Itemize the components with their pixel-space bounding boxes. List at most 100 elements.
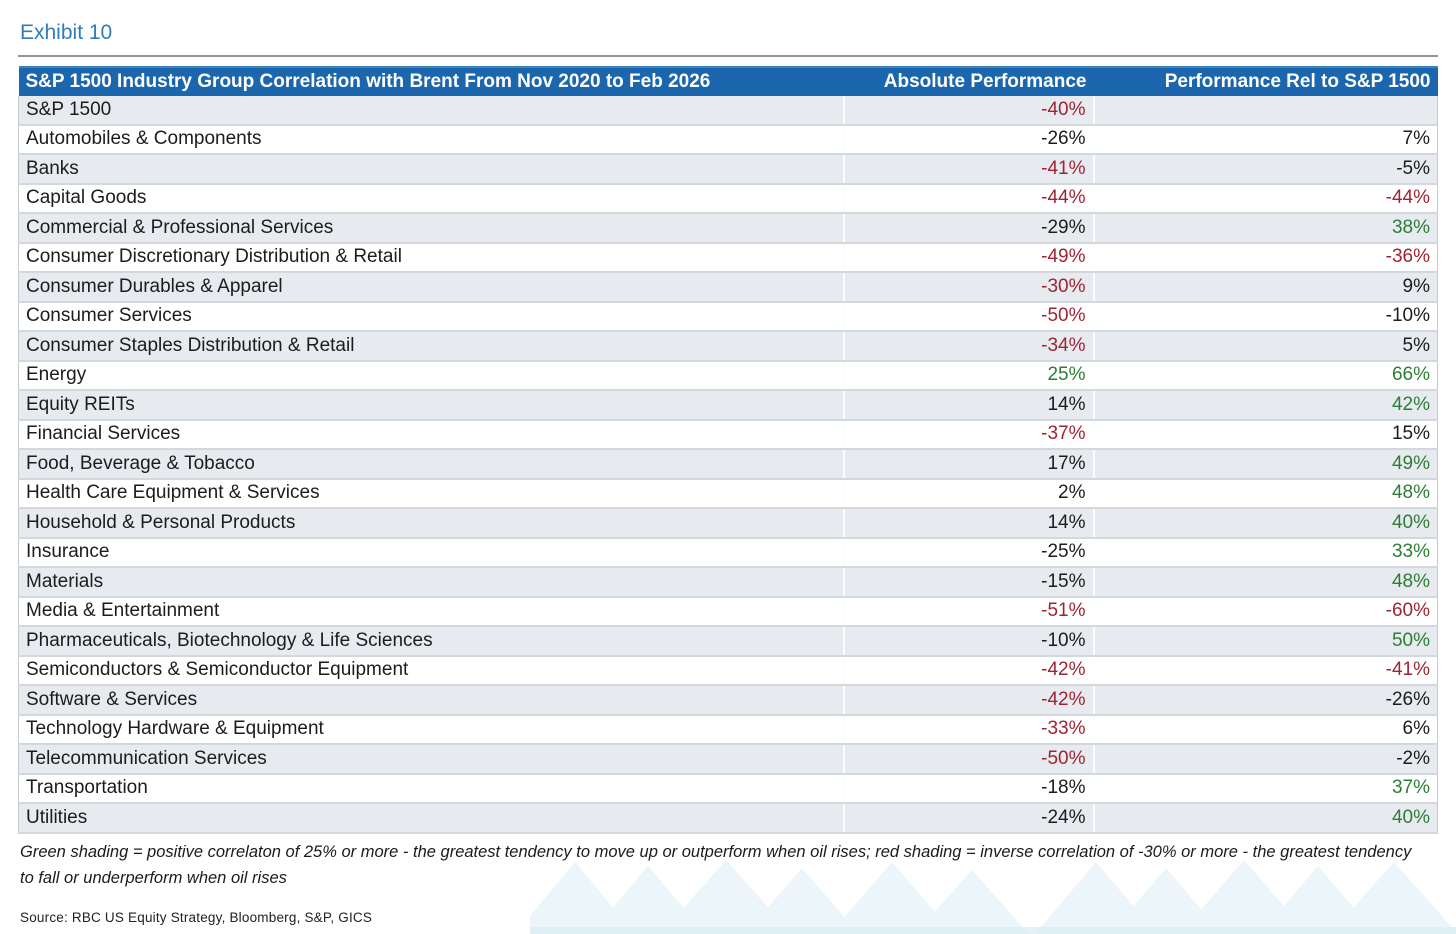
relative-performance-cell: -26% xyxy=(1092,685,1438,716)
absolute-performance-cell: -44% xyxy=(842,183,1094,215)
absolute-performance-cell: -30% xyxy=(842,272,1094,303)
industry-name-cell: Transportation xyxy=(18,773,844,805)
absolute-performance-cell: 17% xyxy=(842,449,1094,480)
industry-name-cell: Capital Goods xyxy=(18,183,844,215)
absolute-performance-cell: -26% xyxy=(842,124,1094,156)
table-row: Semiconductors & Semiconductor Equipment… xyxy=(18,655,1438,687)
table-row: Consumer Durables & Apparel -30% 9% xyxy=(18,272,1438,303)
relative-performance-cell: 42% xyxy=(1092,390,1438,421)
industry-name-cell: Technology Hardware & Equipment xyxy=(18,714,844,746)
relative-performance-cell: 38% xyxy=(1092,213,1438,244)
table-row: Utilities -24% 40% xyxy=(18,803,1438,834)
relative-performance-cell xyxy=(1092,96,1438,126)
table-row: Food, Beverage & Tobacco 17% 49% xyxy=(18,449,1438,480)
industry-name-cell: Automobiles & Components xyxy=(18,124,844,156)
relative-performance-cell: -41% xyxy=(1092,655,1438,687)
industry-name-cell: Media & Entertainment xyxy=(18,596,844,628)
relative-performance-cell: 6% xyxy=(1092,714,1438,746)
absolute-performance-cell: -15% xyxy=(842,567,1094,598)
relative-performance-cell: 66% xyxy=(1092,360,1438,392)
table-row: Automobiles & Components -26% 7% xyxy=(18,124,1438,156)
industry-name-cell: Materials xyxy=(18,567,844,598)
title-divider xyxy=(18,55,1438,58)
absolute-performance-header: Absolute Performance xyxy=(843,66,1094,97)
absolute-performance-cell: -37% xyxy=(842,419,1094,451)
relative-performance-cell: -2% xyxy=(1092,744,1438,775)
table-row: Household & Personal Products 14% 40% xyxy=(18,508,1438,539)
industry-name-cell: Health Care Equipment & Services xyxy=(18,478,844,510)
industry-name-cell: Telecommunication Services xyxy=(18,744,844,775)
relative-performance-cell: 48% xyxy=(1092,567,1438,598)
table-row: Pharmaceuticals, Biotechnology & Life Sc… xyxy=(18,626,1438,657)
absolute-performance-cell: -24% xyxy=(842,803,1094,834)
absolute-performance-cell: 14% xyxy=(842,390,1094,421)
correlation-table: S&P 1500 Industry Group Correlation with… xyxy=(18,66,1438,834)
relative-performance-cell: 9% xyxy=(1092,272,1438,303)
industry-name-cell: Food, Beverage & Tobacco xyxy=(18,449,844,480)
industry-name-cell: Financial Services xyxy=(18,419,844,451)
industry-name-cell: S&P 1500 xyxy=(18,96,844,126)
industry-name-cell: Consumer Staples Distribution & Retail xyxy=(18,331,844,362)
relative-performance-cell: 50% xyxy=(1092,626,1438,657)
industry-name-cell: Consumer Durables & Apparel xyxy=(18,272,844,303)
industry-name-cell: Semiconductors & Semiconductor Equipment xyxy=(18,655,844,687)
table-row: Transportation -18% 37% xyxy=(18,773,1438,805)
industry-name-cell: Software & Services xyxy=(18,685,844,716)
table-header: S&P 1500 Industry Group Correlation with… xyxy=(18,66,1438,97)
table-row: Commercial & Professional Services -29% 38… xyxy=(18,213,1438,244)
mountain-watermark xyxy=(530,860,1456,934)
shading-footnote: Green shading = positive correlaton of 2… xyxy=(20,842,1412,888)
absolute-performance-cell: -51% xyxy=(842,596,1094,628)
industry-name-cell: Insurance xyxy=(18,537,844,569)
absolute-performance-cell: -42% xyxy=(842,685,1094,716)
absolute-performance-cell: -50% xyxy=(842,744,1094,775)
absolute-performance-cell: -34% xyxy=(842,331,1094,362)
relative-performance-cell: -5% xyxy=(1092,154,1438,185)
relative-performance-cell: 40% xyxy=(1092,803,1438,834)
table-row: Technology Hardware & Equipment -33% 6% xyxy=(18,714,1438,746)
industry-name-cell: Energy xyxy=(18,360,844,392)
absolute-performance-cell: -42% xyxy=(842,655,1094,687)
absolute-performance-cell: -33% xyxy=(842,714,1094,746)
table-row: Capital Goods -44% -44% xyxy=(18,183,1438,215)
relative-performance-cell: 5% xyxy=(1092,331,1438,362)
absolute-performance-cell: 25% xyxy=(842,360,1094,392)
table-row: Financial Services -37% 15% xyxy=(18,419,1438,451)
absolute-performance-cell: -25% xyxy=(842,537,1094,569)
table-row: Materials -15% 48% xyxy=(18,567,1438,598)
industry-name-cell: Consumer Discretionary Distribution & Re… xyxy=(18,242,844,274)
relative-performance-cell: 48% xyxy=(1092,478,1438,510)
relative-performance-cell: -10% xyxy=(1092,301,1438,333)
table-title-header: S&P 1500 Industry Group Correlation with… xyxy=(18,66,844,97)
relative-performance-cell: -36% xyxy=(1092,242,1438,274)
absolute-performance-cell: -29% xyxy=(842,213,1094,244)
relative-performance-cell: -44% xyxy=(1092,183,1438,215)
table-row: S&P 1500 -40% xyxy=(18,96,1438,126)
relative-performance-header: Performance Rel to S&P 1500 xyxy=(1093,66,1438,97)
table-row: Energy 25% 66% xyxy=(18,360,1438,392)
absolute-performance-cell: -10% xyxy=(842,626,1094,657)
relative-performance-cell: 15% xyxy=(1092,419,1438,451)
absolute-performance-cell: 14% xyxy=(842,508,1094,539)
table-body: S&P 1500 -40% Automobiles & Components -26%… xyxy=(18,96,1438,834)
industry-name-cell: Utilities xyxy=(18,803,844,834)
relative-performance-cell: 40% xyxy=(1092,508,1438,539)
table-header-row: S&P 1500 Industry Group Correlation with… xyxy=(18,66,1438,97)
industry-name-cell: Equity REITs xyxy=(18,390,844,421)
exhibit-label: Exhibit 10 xyxy=(20,21,113,44)
table-row: Telecommunication Services -50% -2% xyxy=(18,744,1438,775)
relative-performance-cell: 37% xyxy=(1092,773,1438,805)
table-row: Consumer Services -50% -10% xyxy=(18,301,1438,333)
industry-name-cell: Pharmaceuticals, Biotechnology & Life Sc… xyxy=(18,626,844,657)
table-row: Insurance -25% 33% xyxy=(18,537,1438,569)
absolute-performance-cell: -49% xyxy=(842,242,1094,274)
source-attribution: Source: RBC US Equity Strategy, Bloomber… xyxy=(20,910,373,926)
table-row: Media & Entertainment -51% -60% xyxy=(18,596,1438,628)
absolute-performance-cell: -50% xyxy=(842,301,1094,333)
relative-performance-cell: -60% xyxy=(1092,596,1438,628)
industry-name-cell: Commercial & Professional Services xyxy=(18,213,844,244)
table-row: Consumer Discretionary Distribution & Re… xyxy=(18,242,1438,274)
relative-performance-cell: 7% xyxy=(1092,124,1438,156)
table-row: Banks -41% -5% xyxy=(18,154,1438,185)
